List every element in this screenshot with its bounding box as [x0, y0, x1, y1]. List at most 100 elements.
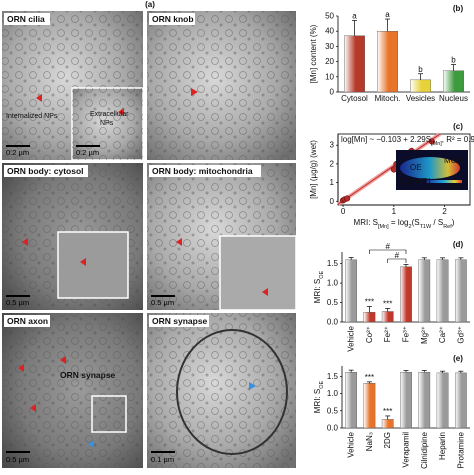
y-tick-label: 50: [325, 12, 334, 21]
bar: [418, 372, 431, 429]
text-part: MRI: S: [313, 279, 322, 303]
text-part: 2: [409, 224, 412, 230]
text-part: OE: [319, 380, 325, 388]
y-tick-label: 20: [325, 57, 334, 66]
y-tick-label: 2: [330, 159, 335, 168]
x-tick-label: 2DG: [383, 432, 392, 448]
note: Extracellular: [90, 111, 129, 118]
y-axis-label: [Mn] (µg/g) (wet): [309, 140, 318, 199]
bar-label: b: [451, 56, 456, 65]
x-tick-label: 2: [442, 207, 447, 216]
text-part: Ref: [443, 224, 452, 230]
bracket-label: #: [385, 242, 390, 251]
bar: [443, 70, 464, 93]
y-tick-label: 0.5: [327, 298, 339, 307]
bracket-label: #: [395, 251, 400, 260]
image-title: ORN body: mitochondria: [152, 166, 253, 176]
scale-bar: 0.5 µm: [6, 455, 29, 464]
y-tick-label: 0: [330, 197, 335, 206]
bar: [436, 372, 449, 429]
text-part: OE: [319, 270, 325, 278]
note: Internalized NPs: [6, 113, 58, 120]
equation: log[Mn] ~ −0.103 + 2.29S[Mn], R² = 0.99: [341, 135, 474, 147]
text-part: ): [452, 218, 455, 227]
x-tick-label: Ca²⁺: [438, 326, 447, 343]
scale-bar: 0.2 µm: [76, 148, 99, 157]
text-part: [Mn]: [378, 224, 389, 230]
y-tick-label: 1.0: [327, 279, 339, 288]
bar: [454, 259, 467, 323]
x-tick-label: Heparin: [438, 432, 447, 460]
text-part: MRI: S: [313, 389, 322, 413]
bar: [345, 259, 358, 323]
colorbar: [426, 180, 462, 183]
x-tick-label: Fe³⁺: [402, 326, 411, 342]
x-tick-label: Gd³⁺: [456, 326, 465, 344]
bar-label: ***: [365, 373, 374, 382]
scale-bar: 0.1 µm: [151, 455, 174, 464]
image-title: ORN cilia: [7, 14, 45, 24]
y-axis-label: MRI: SOE: [313, 380, 325, 413]
point: [428, 138, 435, 145]
text-part: W MRI: [406, 177, 430, 186]
x-tick-label: 1: [392, 207, 397, 216]
em-image: [147, 163, 297, 311]
bar-label: ***: [383, 407, 392, 416]
point: [344, 195, 351, 202]
y-tick-label: 0.5: [327, 406, 339, 415]
point: [390, 166, 397, 173]
y-tick-label: 40: [325, 27, 334, 36]
image-title: ORN body: cytosol: [7, 166, 84, 176]
y-tick-label: 30: [325, 42, 334, 51]
y-tick-label: 3: [330, 141, 335, 150]
bar: [377, 31, 398, 93]
fit-line: [337, 133, 441, 205]
text-part: [Mn]: [431, 141, 442, 147]
text-part: T: [398, 177, 403, 186]
panel-label: (d): [453, 240, 464, 249]
bar: [454, 372, 467, 429]
x-tick-label: Cytosol: [341, 94, 368, 103]
panel-label: (a): [145, 0, 155, 9]
image-title: ORN axon: [7, 316, 48, 326]
text-part: log[Mn] ~ −0.103 + 2.29S: [341, 135, 431, 144]
bar: [400, 372, 412, 429]
y-tick-label: 0: [330, 88, 335, 97]
bar: [363, 312, 376, 323]
inset-image: [400, 157, 460, 179]
panel-label: (c): [453, 122, 463, 131]
x-tick-label: Vehicle: [347, 431, 356, 457]
x-tick-label: Co²⁺: [365, 326, 374, 343]
bar: [381, 419, 394, 429]
bar: [344, 35, 365, 93]
scale-bar: 0.5 µm: [151, 298, 174, 307]
bar: [400, 266, 412, 323]
text-part: T1W: [420, 224, 432, 230]
inset-label: MOB: [444, 156, 462, 165]
x-tick-label: 0: [341, 207, 346, 216]
y-tick-label: 10: [325, 72, 334, 81]
text-part: MRI: S: [354, 218, 378, 227]
bar: [418, 259, 431, 323]
em-image: [2, 313, 143, 468]
bar: [436, 259, 449, 323]
y-axis-label: [Mn] content (%): [309, 24, 318, 83]
image-title: ORN synapse: [152, 316, 208, 326]
panel-label: (b): [453, 4, 464, 13]
x-tick-label: Fe²⁺: [383, 326, 392, 342]
text-part: = log: [389, 218, 409, 227]
bar: [381, 311, 394, 323]
y-tick-label: 1.0: [327, 389, 339, 398]
y-tick-label: 0.0: [327, 318, 339, 327]
x-tick-label: Mg²⁺: [420, 326, 429, 344]
bar: [345, 372, 358, 429]
bar-label: a: [352, 12, 357, 21]
text-part: 1: [403, 183, 406, 189]
inset-label: Max: [447, 182, 462, 191]
x-tick-label: Mitoch.: [375, 94, 401, 103]
x-tick-label: Nucleus: [439, 94, 468, 103]
frame: [337, 133, 471, 206]
em-image: [2, 163, 143, 310]
x-tick-label: Verapamil: [402, 432, 411, 468]
